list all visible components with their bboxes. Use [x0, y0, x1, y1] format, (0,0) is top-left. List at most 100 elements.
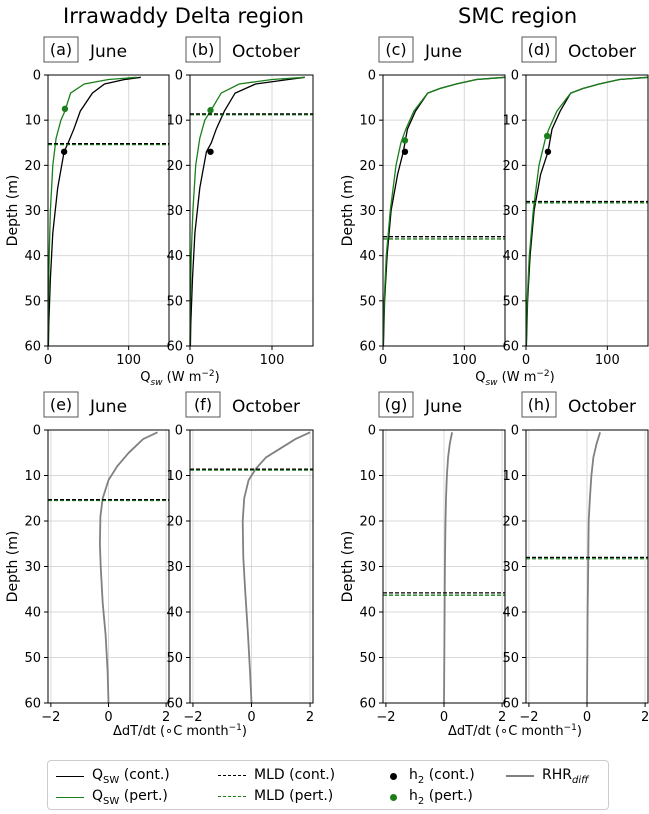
x-tick-label-e: 0 [104, 710, 112, 725]
series-qsw_cont-a [47, 76, 141, 347]
y-axis-label-a: Depth (m) [5, 175, 21, 247]
y-tick-label-a: 10 [24, 114, 41, 129]
x-tick-label-h: 2 [641, 710, 649, 725]
series-rhr_diff-e [98, 431, 158, 704]
y-tick-label-e: 60 [24, 697, 41, 712]
y-tick-label-d: 50 [502, 294, 519, 309]
x-axis-label-qsw-right: Qsw (W m−2) [475, 369, 555, 388]
y-tick-label-g: 0 [368, 424, 376, 439]
panel-title-h: October [568, 397, 636, 417]
right-region-title: SMC region [458, 4, 578, 28]
y-tick-label-d: 0 [511, 69, 519, 84]
panel-tag-a: (a) [50, 40, 72, 59]
x-tick-label-g: −2 [376, 710, 395, 725]
y-tick-label-c: 40 [359, 249, 376, 264]
x-tick-label-a: 100 [116, 353, 141, 368]
h2-pert-point-c [401, 137, 409, 144]
h2-cont-point-a [60, 148, 68, 155]
legend-h2-cont: h2 (cont.) [378, 767, 475, 786]
legend-mld-pert: MLD (pert.) [218, 788, 333, 804]
x-tick-label-h: −2 [519, 710, 538, 725]
panel-title-a: June [89, 42, 127, 62]
y-tick-label-d: 60 [502, 340, 519, 355]
y-tick-label-f: 0 [175, 424, 183, 439]
x-tick-label-c: 100 [452, 353, 477, 368]
x-tick-label-d: 0 [522, 353, 530, 368]
legend-h2-pert: h2 (pert.) [378, 788, 473, 807]
x-tick-label-f: 2 [306, 710, 314, 725]
legend-mld-cont-label: MLD (cont.) [254, 767, 336, 783]
y-tick-label-h: 20 [502, 515, 519, 530]
series-qsw_pert-b [189, 76, 305, 347]
y-tick-label-h: 10 [502, 469, 519, 484]
panel-title-f: October [232, 397, 300, 417]
legend-h2-pert-label: h2 (pert.) [409, 788, 473, 807]
panel-tag-f: (f) [194, 395, 212, 414]
y-tick-label-c: 50 [359, 294, 376, 309]
h2-cont-point-d [544, 148, 552, 155]
y-tick-label-c: 0 [368, 69, 376, 84]
series-rhr_diff-h [586, 432, 601, 704]
h2-pert-point-a [61, 105, 69, 113]
y-tick-label-e: 0 [33, 424, 41, 439]
x-tick-label-d: 100 [595, 353, 620, 368]
y-tick-label-e: 30 [24, 560, 41, 575]
series-qsw_cont-d [525, 76, 649, 347]
x-tick-label-e: −2 [41, 710, 60, 725]
y-tick-label-a: 0 [33, 69, 41, 84]
panel-tag-b: (b) [192, 40, 215, 59]
series-qsw_cont-c [382, 76, 506, 347]
y-tick-label-g: 60 [359, 697, 376, 712]
y-tick-label-h: 0 [511, 424, 519, 439]
panel-title-b: October [232, 42, 300, 62]
y-tick-label-a: 50 [24, 294, 41, 309]
legend: QSW (cont.) QSW (pert.) MLD (cont.) MLD … [47, 760, 609, 810]
x-tick-label-f: −2 [183, 710, 202, 725]
x-axis-label-qsw-left: Qsw (W m−2) [140, 369, 220, 388]
panel-tag-box-h [521, 391, 557, 418]
y-tick-label-b: 0 [175, 69, 183, 84]
y-tick-label-d: 40 [502, 249, 519, 264]
y-tick-label-g: 50 [359, 651, 376, 666]
y-tick-label-h: 40 [502, 606, 519, 621]
y-tick-label-e: 20 [24, 515, 41, 530]
panel-title-d: October [568, 42, 636, 62]
y-tick-label-a: 20 [24, 159, 41, 174]
panel-tag-box-g [378, 391, 414, 418]
x-tick-label-b: 0 [186, 353, 194, 368]
panel-tag-box-c [378, 36, 414, 63]
series-rhr_diff-g [443, 432, 453, 704]
legend-mld-pert-label: MLD (pert.) [254, 788, 334, 804]
h2-cont-point-b [207, 148, 214, 155]
y-tick-label-f: 10 [166, 469, 183, 484]
y-tick-label-f: 60 [166, 697, 183, 712]
x-axis-label-ddt-left: ΔdT/dt (∘C month−1) [113, 723, 247, 739]
x-tick-label-f: 0 [247, 710, 255, 725]
y-tick-label-c: 10 [359, 114, 376, 129]
legend-qsw-cont: QSW (cont.) [56, 767, 170, 786]
y-tick-label-d: 20 [502, 159, 519, 174]
y-tick-label-b: 20 [166, 159, 183, 174]
series-qsw_pert-d [525, 76, 649, 347]
y-tick-label-b: 10 [166, 114, 183, 129]
y-tick-label-e: 40 [24, 606, 41, 621]
y-tick-label-h: 30 [502, 560, 519, 575]
panel-tag-box-b [185, 36, 221, 63]
h2-cont-point-c [401, 148, 409, 155]
y-tick-label-a: 60 [24, 340, 41, 355]
x-tick-label-g: 2 [498, 710, 506, 725]
y-tick-label-c: 20 [359, 159, 376, 174]
legend-qsw-pert: QSW (pert.) [56, 788, 168, 807]
y-tick-label-c: 60 [359, 340, 376, 355]
x-tick-label-h: 0 [583, 710, 591, 725]
y-tick-label-a: 40 [24, 249, 41, 264]
series-qsw_pert-a [47, 76, 137, 347]
y-tick-label-b: 60 [166, 340, 183, 355]
y-axis-label-g: Depth (m) [340, 531, 356, 603]
panel-title-g: June [424, 397, 462, 417]
h2-pert-point-b [207, 107, 214, 114]
y-tick-label-d: 30 [502, 204, 519, 219]
left-region-title: Irrawaddy Delta region [63, 4, 304, 28]
y-tick-label-b: 40 [166, 249, 183, 264]
y-axis-label-e: Depth (m) [5, 531, 21, 603]
